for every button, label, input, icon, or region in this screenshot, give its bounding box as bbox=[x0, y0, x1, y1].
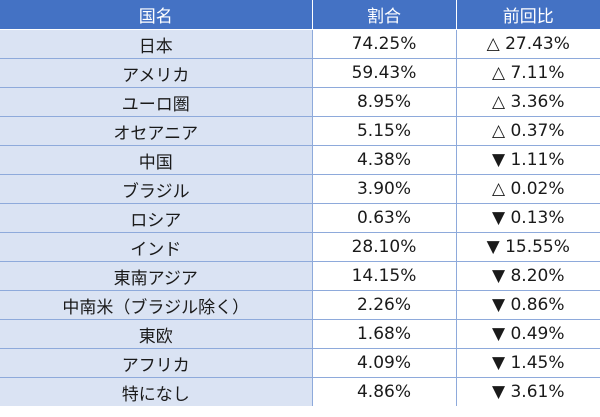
table-row: アフリカ 4.09% ▼ 1.45% bbox=[0, 348, 600, 378]
change-cell: △ 3.36% bbox=[455, 87, 600, 117]
share-cell: 4.09% bbox=[311, 348, 457, 378]
share-cell: 3.90% bbox=[311, 174, 457, 204]
header-country: 国名 bbox=[0, 0, 313, 30]
share-cell: 5.15% bbox=[311, 116, 457, 146]
table-body: 日本 74.25% △ 27.43% アメリカ 59.43% △ 7.11% ユ… bbox=[0, 29, 600, 406]
country-cell: アフリカ bbox=[0, 348, 313, 378]
change-cell: △ 27.43% bbox=[455, 29, 600, 59]
country-cell: アメリカ bbox=[0, 58, 313, 88]
table-row: 日本 74.25% △ 27.43% bbox=[0, 29, 600, 59]
table-row: 中南米（ブラジル除く） 2.26% ▼ 0.86% bbox=[0, 290, 600, 320]
table-row: 中国 4.38% ▼ 1.11% bbox=[0, 145, 600, 175]
change-cell: ▼ 1.45% bbox=[455, 348, 600, 378]
change-cell: ▼ 0.13% bbox=[455, 203, 600, 233]
share-cell: 0.63% bbox=[311, 203, 457, 233]
table-row: ブラジル 3.90% △ 0.02% bbox=[0, 174, 600, 204]
country-cell: ユーロ圏 bbox=[0, 87, 313, 117]
share-cell: 8.95% bbox=[311, 87, 457, 117]
country-cell: ブラジル bbox=[0, 174, 313, 204]
country-cell: ロシア bbox=[0, 203, 313, 233]
change-cell: ▼ 3.61% bbox=[455, 377, 600, 406]
share-cell: 74.25% bbox=[311, 29, 457, 59]
change-cell: △ 7.11% bbox=[455, 58, 600, 88]
country-cell: オセアニア bbox=[0, 116, 313, 146]
country-cell: 東欧 bbox=[0, 319, 313, 349]
country-cell: 特になし bbox=[0, 377, 313, 406]
share-cell: 2.26% bbox=[311, 290, 457, 320]
header-change: 前回比 bbox=[455, 0, 600, 30]
table-row: 特になし 4.86% ▼ 3.61% bbox=[0, 377, 600, 406]
header-row: 国名 割合 前回比 bbox=[0, 0, 600, 30]
change-cell: ▼ 1.11% bbox=[455, 145, 600, 175]
change-cell: △ 0.02% bbox=[455, 174, 600, 204]
country-cell: 中国 bbox=[0, 145, 313, 175]
change-cell: ▼ 8.20% bbox=[455, 261, 600, 291]
country-cell: 日本 bbox=[0, 29, 313, 59]
table-row: 東欧 1.68% ▼ 0.49% bbox=[0, 319, 600, 349]
table-row: オセアニア 5.15% △ 0.37% bbox=[0, 116, 600, 146]
header-share: 割合 bbox=[311, 0, 457, 30]
share-cell: 1.68% bbox=[311, 319, 457, 349]
share-cell: 59.43% bbox=[311, 58, 457, 88]
country-cell: 中南米（ブラジル除く） bbox=[0, 290, 313, 320]
table-row: ロシア 0.63% ▼ 0.13% bbox=[0, 203, 600, 233]
share-cell: 4.86% bbox=[311, 377, 457, 406]
table-row: インド 28.10% ▼ 15.55% bbox=[0, 232, 600, 262]
share-cell: 28.10% bbox=[311, 232, 457, 262]
country-cell: インド bbox=[0, 232, 313, 262]
table-header: 国名 割合 前回比 bbox=[0, 0, 600, 30]
share-cell: 4.38% bbox=[311, 145, 457, 175]
country-share-table: 国名 割合 前回比 日本 74.25% △ 27.43% アメリカ 59.43%… bbox=[0, 0, 600, 406]
change-cell: △ 0.37% bbox=[455, 116, 600, 146]
table-row: ユーロ圏 8.95% △ 3.36% bbox=[0, 87, 600, 117]
table-row: アメリカ 59.43% △ 7.11% bbox=[0, 58, 600, 88]
table-row: 東南アジア 14.15% ▼ 8.20% bbox=[0, 261, 600, 291]
share-cell: 14.15% bbox=[311, 261, 457, 291]
country-cell: 東南アジア bbox=[0, 261, 313, 291]
change-cell: ▼ 0.49% bbox=[455, 319, 600, 349]
change-cell: ▼ 15.55% bbox=[455, 232, 600, 262]
change-cell: ▼ 0.86% bbox=[455, 290, 600, 320]
